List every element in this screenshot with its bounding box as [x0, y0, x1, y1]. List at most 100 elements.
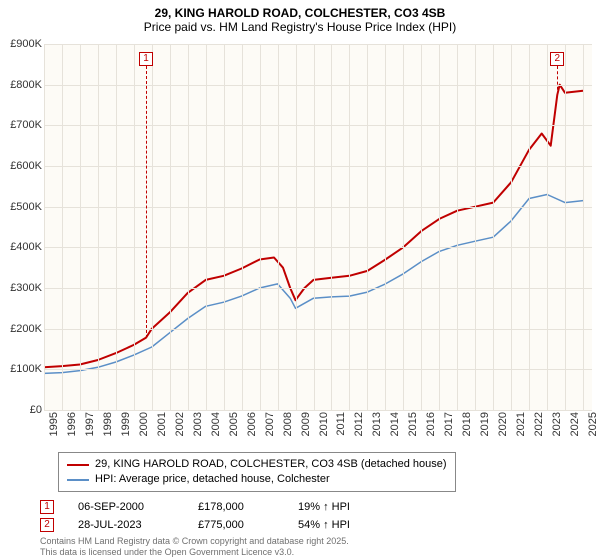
grid-v [152, 44, 153, 410]
grid-v [224, 44, 225, 410]
grid-v [421, 44, 422, 410]
legend-row-2: HPI: Average price, detached house, Colc… [67, 472, 447, 487]
grid-v [206, 44, 207, 410]
grid-v [62, 44, 63, 410]
sale-marker-2: 2 [550, 52, 564, 66]
sales-table: 1 06-SEP-2000 £178,000 19% ↑ HPI 2 28-JU… [40, 498, 418, 534]
y-axis: £0£100K£200K£300K£400K£500K£600K£700K£80… [0, 44, 44, 410]
x-tick-label: 2011 [335, 412, 347, 436]
grid-h [44, 288, 592, 289]
x-tick-label: 2008 [282, 412, 294, 436]
legend-swatch-2 [67, 479, 89, 481]
y-tick-label: £200K [10, 323, 42, 335]
y-tick-label: £100K [10, 363, 42, 375]
x-tick-label: 2012 [353, 412, 365, 436]
x-tick-label: 2017 [443, 412, 455, 436]
sales-row-2: 2 28-JUL-2023 £775,000 54% ↑ HPI [40, 516, 418, 534]
grid-h [44, 369, 592, 370]
sale-date-1: 06-SEP-2000 [78, 501, 198, 513]
grid-v [367, 44, 368, 410]
y-tick-label: £600K [10, 160, 42, 172]
footer-line-2: This data is licensed under the Open Gov… [40, 547, 349, 558]
x-tick-label: 2018 [461, 412, 473, 436]
x-tick-label: 2005 [228, 412, 240, 436]
sale-marker-line-2 [557, 66, 558, 95]
y-tick-label: £0 [30, 404, 42, 416]
sales-row-1: 1 06-SEP-2000 £178,000 19% ↑ HPI [40, 498, 418, 516]
grid-h [44, 247, 592, 248]
y-tick-label: £500K [10, 201, 42, 213]
x-tick-label: 1999 [120, 412, 132, 436]
x-tick-label: 1996 [66, 412, 78, 436]
x-tick-label: 1998 [102, 412, 114, 436]
x-tick-label: 2003 [192, 412, 204, 436]
x-tick-label: 2024 [569, 412, 581, 436]
x-tick-label: 2025 [587, 412, 599, 436]
title-line2: Price paid vs. HM Land Registry's House … [0, 20, 600, 34]
x-tick-label: 2014 [389, 412, 401, 436]
x-tick-label: 2022 [533, 412, 545, 436]
grid-v [511, 44, 512, 410]
footer-note: Contains HM Land Registry data © Crown c… [40, 536, 349, 558]
sale-marker-1: 1 [40, 500, 54, 514]
title-block: 29, KING HAROLD ROAD, COLCHESTER, CO3 4S… [0, 0, 600, 36]
legend-swatch-1 [67, 464, 89, 466]
chart-container: 29, KING HAROLD ROAD, COLCHESTER, CO3 4S… [0, 0, 600, 560]
y-tick-label: £700K [10, 119, 42, 131]
grid-v [331, 44, 332, 410]
x-tick-label: 2013 [371, 412, 383, 436]
legend-label-2: HPI: Average price, detached house, Colc… [95, 472, 330, 487]
x-tick-label: 2007 [264, 412, 276, 436]
sale-pct-1: 19% ↑ HPI [298, 501, 418, 513]
grid-v [98, 44, 99, 410]
legend-label-1: 29, KING HAROLD ROAD, COLCHESTER, CO3 4S… [95, 457, 447, 472]
x-tick-label: 2001 [156, 412, 168, 436]
grid-v [242, 44, 243, 410]
grid-v [44, 44, 45, 410]
x-tick-label: 2021 [515, 412, 527, 436]
grid-v [314, 44, 315, 410]
grid-v [403, 44, 404, 410]
plot-area [44, 44, 592, 410]
x-tick-label: 2002 [174, 412, 186, 436]
x-tick-label: 2006 [246, 412, 258, 436]
footer-line-1: Contains HM Land Registry data © Crown c… [40, 536, 349, 547]
title-line1: 29, KING HAROLD ROAD, COLCHESTER, CO3 4S… [0, 6, 600, 20]
legend: 29, KING HAROLD ROAD, COLCHESTER, CO3 4S… [58, 452, 456, 492]
sale-date-2: 28-JUL-2023 [78, 519, 198, 531]
grid-h [44, 166, 592, 167]
grid-v [80, 44, 81, 410]
y-tick-label: £800K [10, 79, 42, 91]
grid-v [457, 44, 458, 410]
x-tick-label: 2000 [138, 412, 150, 436]
grid-h [44, 85, 592, 86]
grid-v [385, 44, 386, 410]
grid-v [278, 44, 279, 410]
sale-pct-2: 54% ↑ HPI [298, 519, 418, 531]
grid-h [44, 125, 592, 126]
grid-v [260, 44, 261, 410]
grid-v [170, 44, 171, 410]
sale-marker-line-1 [146, 66, 147, 338]
sale-price-2: £775,000 [198, 519, 298, 531]
grid-v [296, 44, 297, 410]
grid-h [44, 44, 592, 45]
x-tick-label: 2023 [551, 412, 563, 436]
grid-h [44, 329, 592, 330]
sale-marker-1: 1 [139, 52, 153, 66]
y-tick-label: £900K [10, 38, 42, 50]
grid-v [116, 44, 117, 410]
x-tick-label: 2004 [210, 412, 222, 436]
grid-v [565, 44, 566, 410]
x-axis: 1995199619971998199920002001200220032004… [44, 410, 592, 446]
x-tick-label: 1997 [84, 412, 96, 436]
y-tick-label: £300K [10, 282, 42, 294]
grid-v [349, 44, 350, 410]
x-tick-label: 2016 [425, 412, 437, 436]
x-tick-label: 2020 [497, 412, 509, 436]
x-tick-label: 2010 [318, 412, 330, 436]
x-tick-label: 2015 [407, 412, 419, 436]
grid-v [439, 44, 440, 410]
legend-row-1: 29, KING HAROLD ROAD, COLCHESTER, CO3 4S… [67, 457, 447, 472]
grid-v [134, 44, 135, 410]
